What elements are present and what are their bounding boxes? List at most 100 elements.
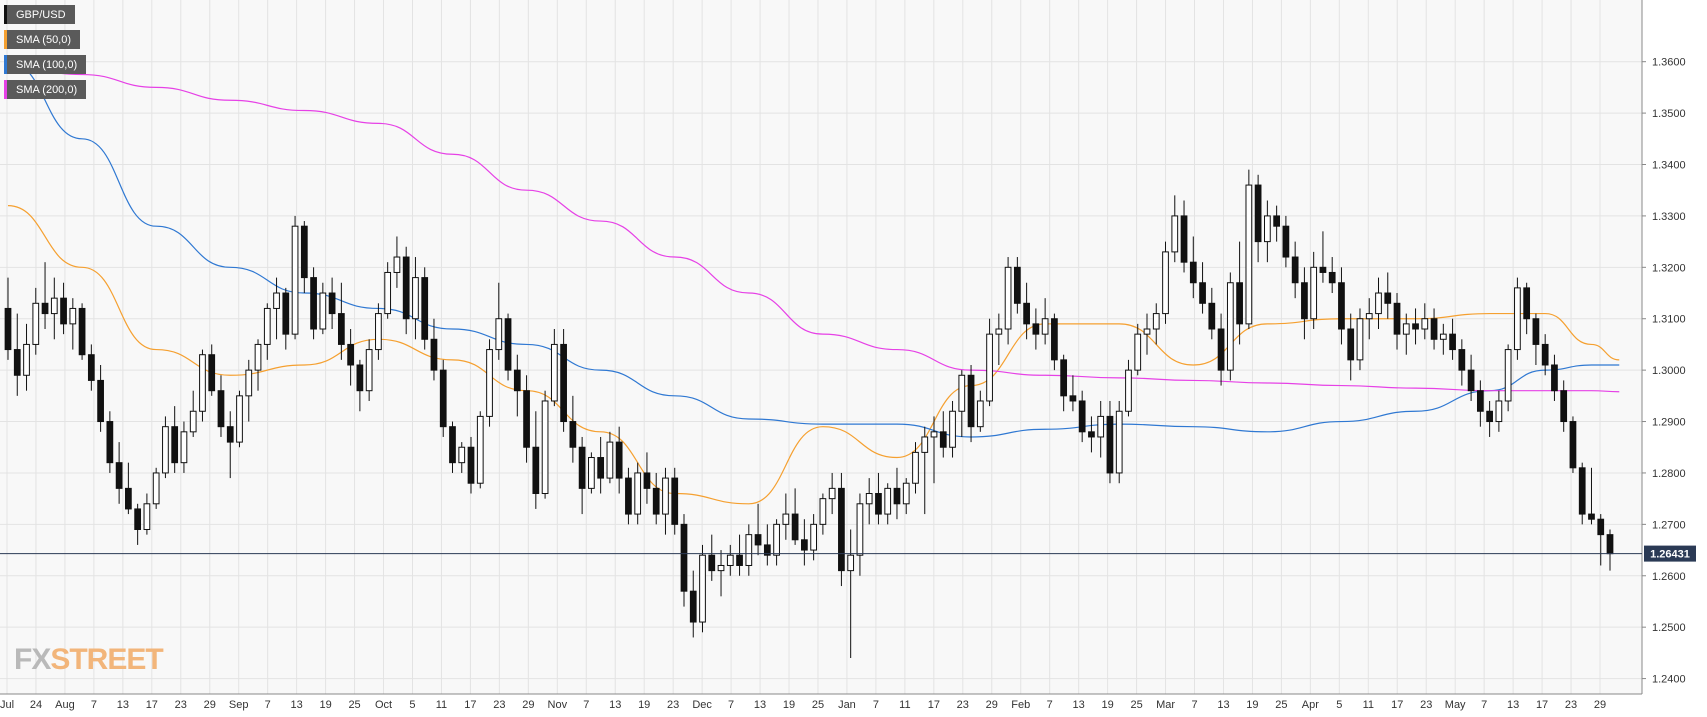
candle-down xyxy=(1208,302,1216,330)
candle-up xyxy=(495,318,503,351)
candle-down xyxy=(1301,282,1308,320)
candle-up xyxy=(847,554,855,572)
y-tick-label: 1.3500 xyxy=(1652,108,1686,120)
candle-down xyxy=(1532,318,1540,345)
candle-down xyxy=(615,441,623,479)
chart-legend: GBP/USD SMA (50,0) SMA (100,0) SMA (200,… xyxy=(4,5,87,105)
candle-up xyxy=(902,482,910,505)
candle-down xyxy=(337,313,345,345)
candle-up xyxy=(162,426,169,474)
candle-down xyxy=(800,539,808,551)
candle-down xyxy=(875,493,882,515)
candle-down xyxy=(569,421,577,448)
candle-down xyxy=(708,554,716,572)
x-tick-label: 29 xyxy=(522,699,534,711)
candle-down xyxy=(1236,282,1243,325)
x-tick-label: Feb xyxy=(1011,699,1030,711)
x-tick-label: 13 xyxy=(1217,699,1229,711)
candle-up xyxy=(884,487,892,515)
candle-up xyxy=(1097,415,1105,438)
candle-up xyxy=(921,436,929,453)
x-tick-label: 17 xyxy=(1391,699,1403,711)
candle-up xyxy=(143,503,151,530)
candle-up xyxy=(949,410,956,448)
x-tick-label: 23 xyxy=(1565,699,1577,711)
current-price-label: 1.26431 xyxy=(1650,549,1690,561)
y-tick-label: 1.3300 xyxy=(1652,211,1686,223)
legend-item-sma100[interactable]: SMA (100,0) xyxy=(4,55,87,74)
x-tick-label: 17 xyxy=(928,699,940,711)
x-tick-label: 19 xyxy=(1246,699,1258,711)
candle-up xyxy=(384,271,392,315)
x-tick-label: Oct xyxy=(375,699,392,711)
candle-up xyxy=(606,441,614,479)
y-tick-label: 1.3200 xyxy=(1652,262,1686,274)
candle-down xyxy=(504,318,512,371)
candle-up xyxy=(1143,328,1151,335)
candle-down xyxy=(754,534,762,546)
legend-item-gbpusd[interactable]: GBP/USD xyxy=(4,5,75,24)
candle-up xyxy=(236,395,243,443)
candle-up xyxy=(189,410,197,433)
candle-down xyxy=(402,256,410,320)
logo-street: STREET xyxy=(50,643,163,676)
legend-swatch-sma200 xyxy=(4,80,7,99)
x-tick-label: Dec xyxy=(692,699,712,711)
y-tick-label: 1.3000 xyxy=(1652,365,1686,377)
sma-line-200 xyxy=(7,66,1620,393)
candle-up xyxy=(958,374,966,412)
candle-up xyxy=(254,343,262,371)
candle-up xyxy=(1245,184,1253,325)
x-tick-label: 7 xyxy=(1191,699,1197,711)
x-tick-label: 11 xyxy=(1363,699,1374,711)
x-tick-label: 23 xyxy=(667,699,679,711)
candle-up xyxy=(550,343,558,402)
candle-down xyxy=(1449,333,1456,351)
x-tick-label: 7 xyxy=(265,699,271,711)
candle-down xyxy=(763,544,771,556)
x-tick-label: 5 xyxy=(409,699,415,711)
candle-up xyxy=(1310,266,1318,320)
x-tick-label: 13 xyxy=(117,699,129,711)
candle-down xyxy=(208,354,216,392)
candle-down xyxy=(1393,302,1401,335)
candle-up xyxy=(32,302,40,345)
x-tick-label: 25 xyxy=(348,699,360,711)
candle-down xyxy=(597,457,605,479)
legend-item-sma200[interactable]: SMA (200,0) xyxy=(4,80,87,99)
candle-down xyxy=(560,343,567,423)
candle-down xyxy=(430,338,438,371)
candle-down xyxy=(1541,343,1549,366)
candle-down xyxy=(893,487,901,505)
candle-down xyxy=(643,472,651,489)
candle-up xyxy=(1495,400,1503,423)
candle-down xyxy=(680,523,688,592)
legend-swatch-gbpusd xyxy=(4,5,7,24)
candle-down xyxy=(328,292,336,315)
candle-down xyxy=(1328,271,1336,284)
candle-up xyxy=(1504,349,1512,402)
candle-down xyxy=(1013,266,1021,304)
x-tick-label: 25 xyxy=(1275,699,1287,711)
candle-up xyxy=(1004,266,1012,330)
legend-swatch-sma100 xyxy=(4,55,7,74)
candle-down xyxy=(60,297,67,325)
candle-up xyxy=(634,472,642,515)
x-tick-label: 29 xyxy=(204,699,216,711)
legend-item-sma50[interactable]: SMA (50,0) xyxy=(4,30,81,49)
candle-up xyxy=(1171,215,1179,253)
y-tick-label: 1.2400 xyxy=(1652,674,1686,686)
candle-down xyxy=(1282,225,1290,258)
candle-down xyxy=(97,379,104,423)
candle-up xyxy=(588,457,595,489)
candle-down xyxy=(967,374,975,428)
candle-down xyxy=(578,446,586,489)
candle-up xyxy=(1134,333,1142,371)
y-tick-label: 1.3100 xyxy=(1652,314,1686,326)
candle-up xyxy=(1041,318,1049,335)
candle-down xyxy=(1486,410,1493,423)
candle-up xyxy=(1421,318,1429,330)
candle-down xyxy=(1551,364,1558,392)
candle-down xyxy=(87,354,95,381)
